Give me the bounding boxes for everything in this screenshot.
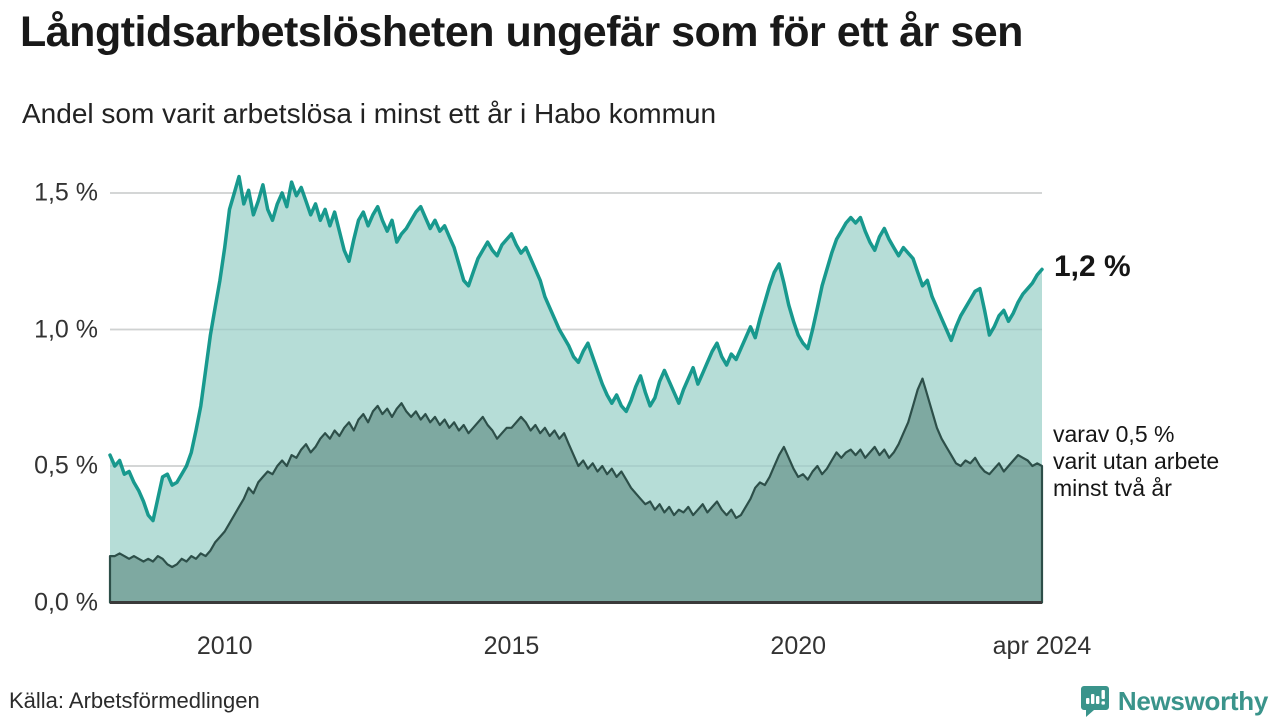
y-tick-label: 1,0 %	[34, 315, 98, 343]
newsworthy-wordmark: Newsworthy	[1117, 685, 1268, 716]
y-tick-label: 1,5 %	[34, 178, 98, 207]
y-tick-label: 0,5 %	[34, 451, 98, 480]
source-credit: Källa: Arbetsförmedlingen	[9, 688, 260, 713]
newsworthy-icon	[1080, 685, 1109, 717]
gridlines-overlay	[110, 192, 1042, 467]
chart-title: Långtidsarbetslösheten ungefär som för e…	[20, 8, 1023, 56]
area-unemployed-2yr	[108, 377, 1044, 604]
x-tick-label: 2020	[770, 632, 827, 660]
x-tick-label: 2010	[196, 632, 253, 660]
y-tick-label: 0,0 %	[34, 588, 98, 616]
x-tick-label: 2015	[483, 632, 540, 660]
end-value-label: 1,2 %	[1054, 250, 1131, 283]
x-tick-label: apr 2024	[992, 632, 1092, 660]
breakdown-annotation: varav 0,5 % varit utan arbete minst två …	[1053, 421, 1220, 501]
line-unemployed-1yr	[108, 174, 1044, 523]
newsworthy-logo: Newsworthy	[1080, 684, 1268, 718]
chart-subtitle: Andel som varit arbetslösa i minst ett å…	[22, 98, 717, 129]
